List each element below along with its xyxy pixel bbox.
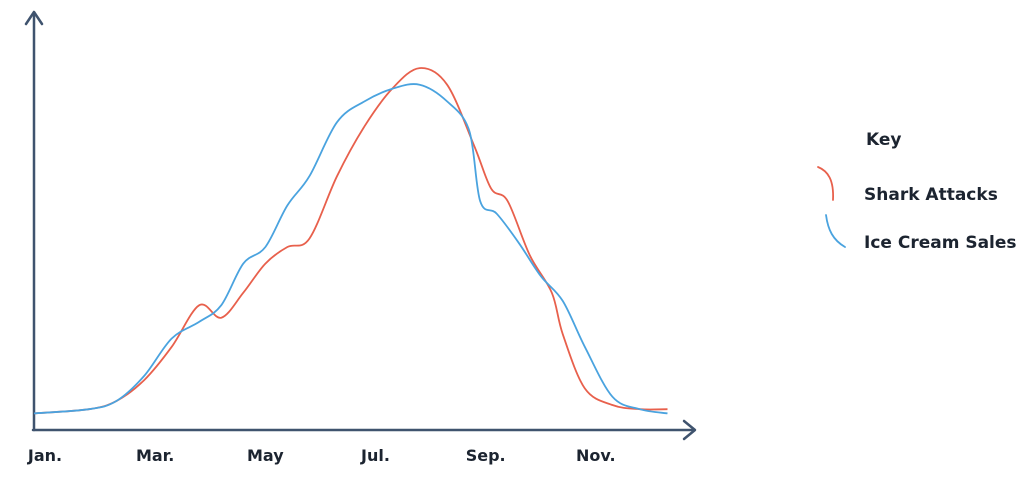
legend-label-shark-attacks: Shark Attacks bbox=[864, 185, 998, 205]
legend-swatch-ice-cream-sales bbox=[825, 214, 846, 248]
legend: Key Shark Attacks Ice Cream Sales bbox=[817, 130, 1017, 253]
series-line-shark-attacks bbox=[33, 67, 668, 415]
legend-swatch-shark-attacks bbox=[817, 166, 834, 201]
x-tick-label: May bbox=[247, 446, 284, 465]
y-axis-arrow bbox=[24, 10, 44, 26]
x-ticks: Jan. Mar. May Jul. Sep. Nov. bbox=[27, 446, 616, 465]
x-tick-label: Jul. bbox=[360, 446, 390, 465]
x-tick-label: Sep. bbox=[466, 446, 506, 465]
legend-label-ice-cream-sales: Ice Cream Sales bbox=[864, 233, 1017, 253]
x-tick-label: Nov. bbox=[576, 446, 616, 465]
x-axis-arrow bbox=[682, 419, 697, 441]
x-tick-label: Jan. bbox=[27, 446, 62, 465]
x-tick-label: Mar. bbox=[136, 446, 174, 465]
series-lines bbox=[33, 67, 668, 415]
legend-title: Key bbox=[866, 130, 902, 150]
series-line-ice-cream-sales bbox=[33, 83, 668, 415]
